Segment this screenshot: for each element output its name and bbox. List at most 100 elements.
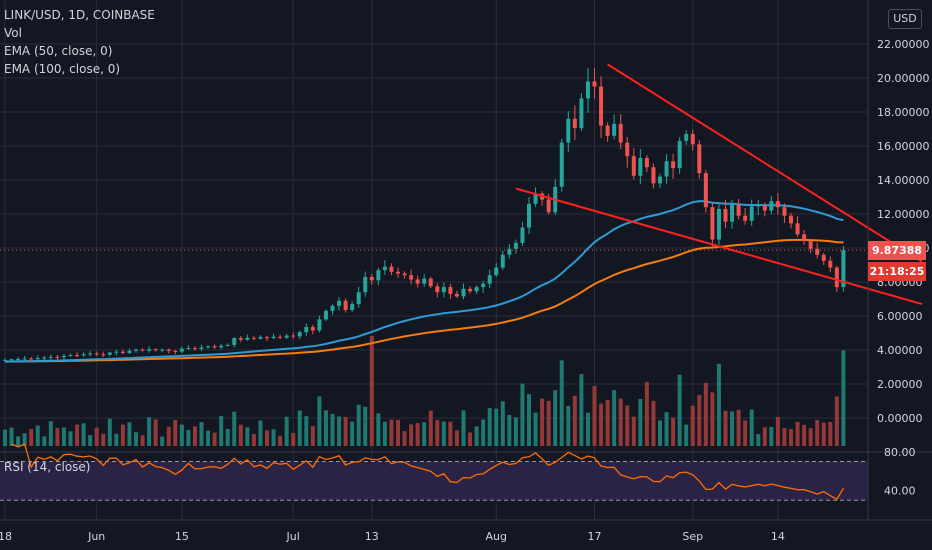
- candle-body: [789, 215, 793, 224]
- volume-bar: [81, 423, 86, 446]
- volume-bar: [409, 424, 414, 446]
- volume-bar: [638, 398, 643, 446]
- volume-bar: [166, 426, 171, 446]
- candle-body: [651, 167, 656, 184]
- candle-body: [88, 353, 93, 355]
- volume-bar: [284, 416, 289, 446]
- volume-bar: [422, 422, 427, 446]
- candle-body: [572, 118, 577, 129]
- candle-body: [736, 204, 741, 216]
- time-tick-label: 13: [365, 530, 379, 543]
- candle-body: [350, 304, 355, 311]
- rsi-legend: RSI (14, close): [4, 458, 90, 476]
- time-tick-label: 18: [0, 530, 12, 543]
- trendlines[interactable]: [515, 63, 923, 306]
- volume-bar: [238, 424, 243, 446]
- volume-bar: [487, 408, 492, 446]
- volume-bar: [232, 411, 237, 446]
- time-tick-label: 17: [588, 530, 602, 543]
- candle-body: [134, 349, 138, 351]
- candle-body: [828, 260, 833, 268]
- candle-body: [625, 142, 630, 157]
- volume-bar: [42, 436, 47, 446]
- volume-bar: [808, 428, 813, 446]
- candle-body: [474, 287, 479, 292]
- volume-bar: [219, 415, 224, 446]
- candle-body: [422, 278, 427, 284]
- candle-body: [75, 355, 80, 357]
- candle-body: [55, 356, 60, 358]
- volume-bar: [684, 424, 689, 446]
- candle-body: [559, 142, 564, 187]
- candle-body: [808, 241, 813, 249]
- candle-body: [9, 359, 14, 361]
- volume-bar: [782, 428, 787, 446]
- candle-body: [782, 207, 787, 216]
- volume-bar: [625, 405, 630, 446]
- candle-body: [428, 278, 433, 287]
- candle-body: [612, 123, 617, 136]
- candle-body: [605, 125, 610, 136]
- volume-bar: [507, 415, 512, 446]
- volume-bar: [716, 363, 721, 446]
- volume-bar: [520, 383, 525, 446]
- candle-body: [396, 271, 400, 274]
- candle-body: [520, 227, 525, 243]
- volume-bar: [513, 417, 518, 446]
- ema-100-line: [4, 238, 844, 363]
- volume-bar: [658, 420, 662, 446]
- indicator-ema-50[interactable]: EMA (50, close, 0): [4, 44, 113, 58]
- candle-body: [120, 351, 125, 354]
- rsi-band: [0, 461, 868, 501]
- currency-badge[interactable]: USD: [888, 9, 922, 29]
- volume-bar: [448, 421, 453, 446]
- candle-body: [258, 337, 263, 339]
- indicator-vol[interactable]: Vol: [4, 26, 22, 40]
- candle-body: [173, 351, 178, 353]
- volume-bar: [461, 410, 466, 446]
- volume-bar: [251, 433, 256, 446]
- volume-bar: [192, 426, 197, 446]
- indicator-ema-100[interactable]: EMA (100, close, 0): [4, 62, 121, 76]
- volume-bar: [703, 382, 708, 446]
- ema-50-path: [5, 200, 844, 363]
- candle-body: [147, 349, 152, 351]
- candle-body: [179, 348, 184, 352]
- candle-body: [16, 359, 21, 361]
- volume-bar: [402, 431, 407, 446]
- volume-bar: [278, 435, 283, 446]
- candle-body: [461, 288, 466, 297]
- time-axis[interactable]: 18 Jun 15 Jul 13 Aug 17 Sep 14: [0, 519, 932, 543]
- volume-bar: [441, 421, 446, 446]
- volume-bar: [88, 435, 93, 446]
- volume-bar: [435, 420, 440, 446]
- candle-body: [219, 345, 224, 348]
- symbol-title[interactable]: LINK/USD, 1D, COINBASE: [4, 8, 155, 22]
- volume-bar: [350, 421, 355, 446]
- candle-body: [35, 357, 40, 360]
- rsi-line: [11, 443, 844, 501]
- candle-body: [494, 267, 499, 276]
- candle-body: [61, 355, 66, 358]
- volume-bar: [186, 429, 191, 446]
- candle-body: [677, 140, 682, 169]
- volume-bar: [258, 420, 263, 446]
- candle-body: [409, 275, 414, 280]
- candle-body: [310, 327, 315, 331]
- candle-body: [775, 201, 780, 208]
- candle-body: [271, 336, 276, 339]
- candlesticks[interactable]: [3, 67, 846, 363]
- candle-body: [684, 134, 689, 141]
- volume-bar: [265, 430, 269, 446]
- candle-body: [703, 173, 708, 208]
- price-tick-label: 18.00000: [877, 106, 930, 119]
- volume-bar: [3, 429, 7, 446]
- candle-body: [441, 287, 446, 293]
- volume-bar: [127, 422, 132, 446]
- volume-bar: [245, 427, 250, 446]
- indicator-rsi[interactable]: RSI (14, close): [4, 460, 91, 474]
- candle-body: [402, 273, 407, 276]
- candle-body: [723, 208, 728, 222]
- candle-body: [658, 176, 662, 184]
